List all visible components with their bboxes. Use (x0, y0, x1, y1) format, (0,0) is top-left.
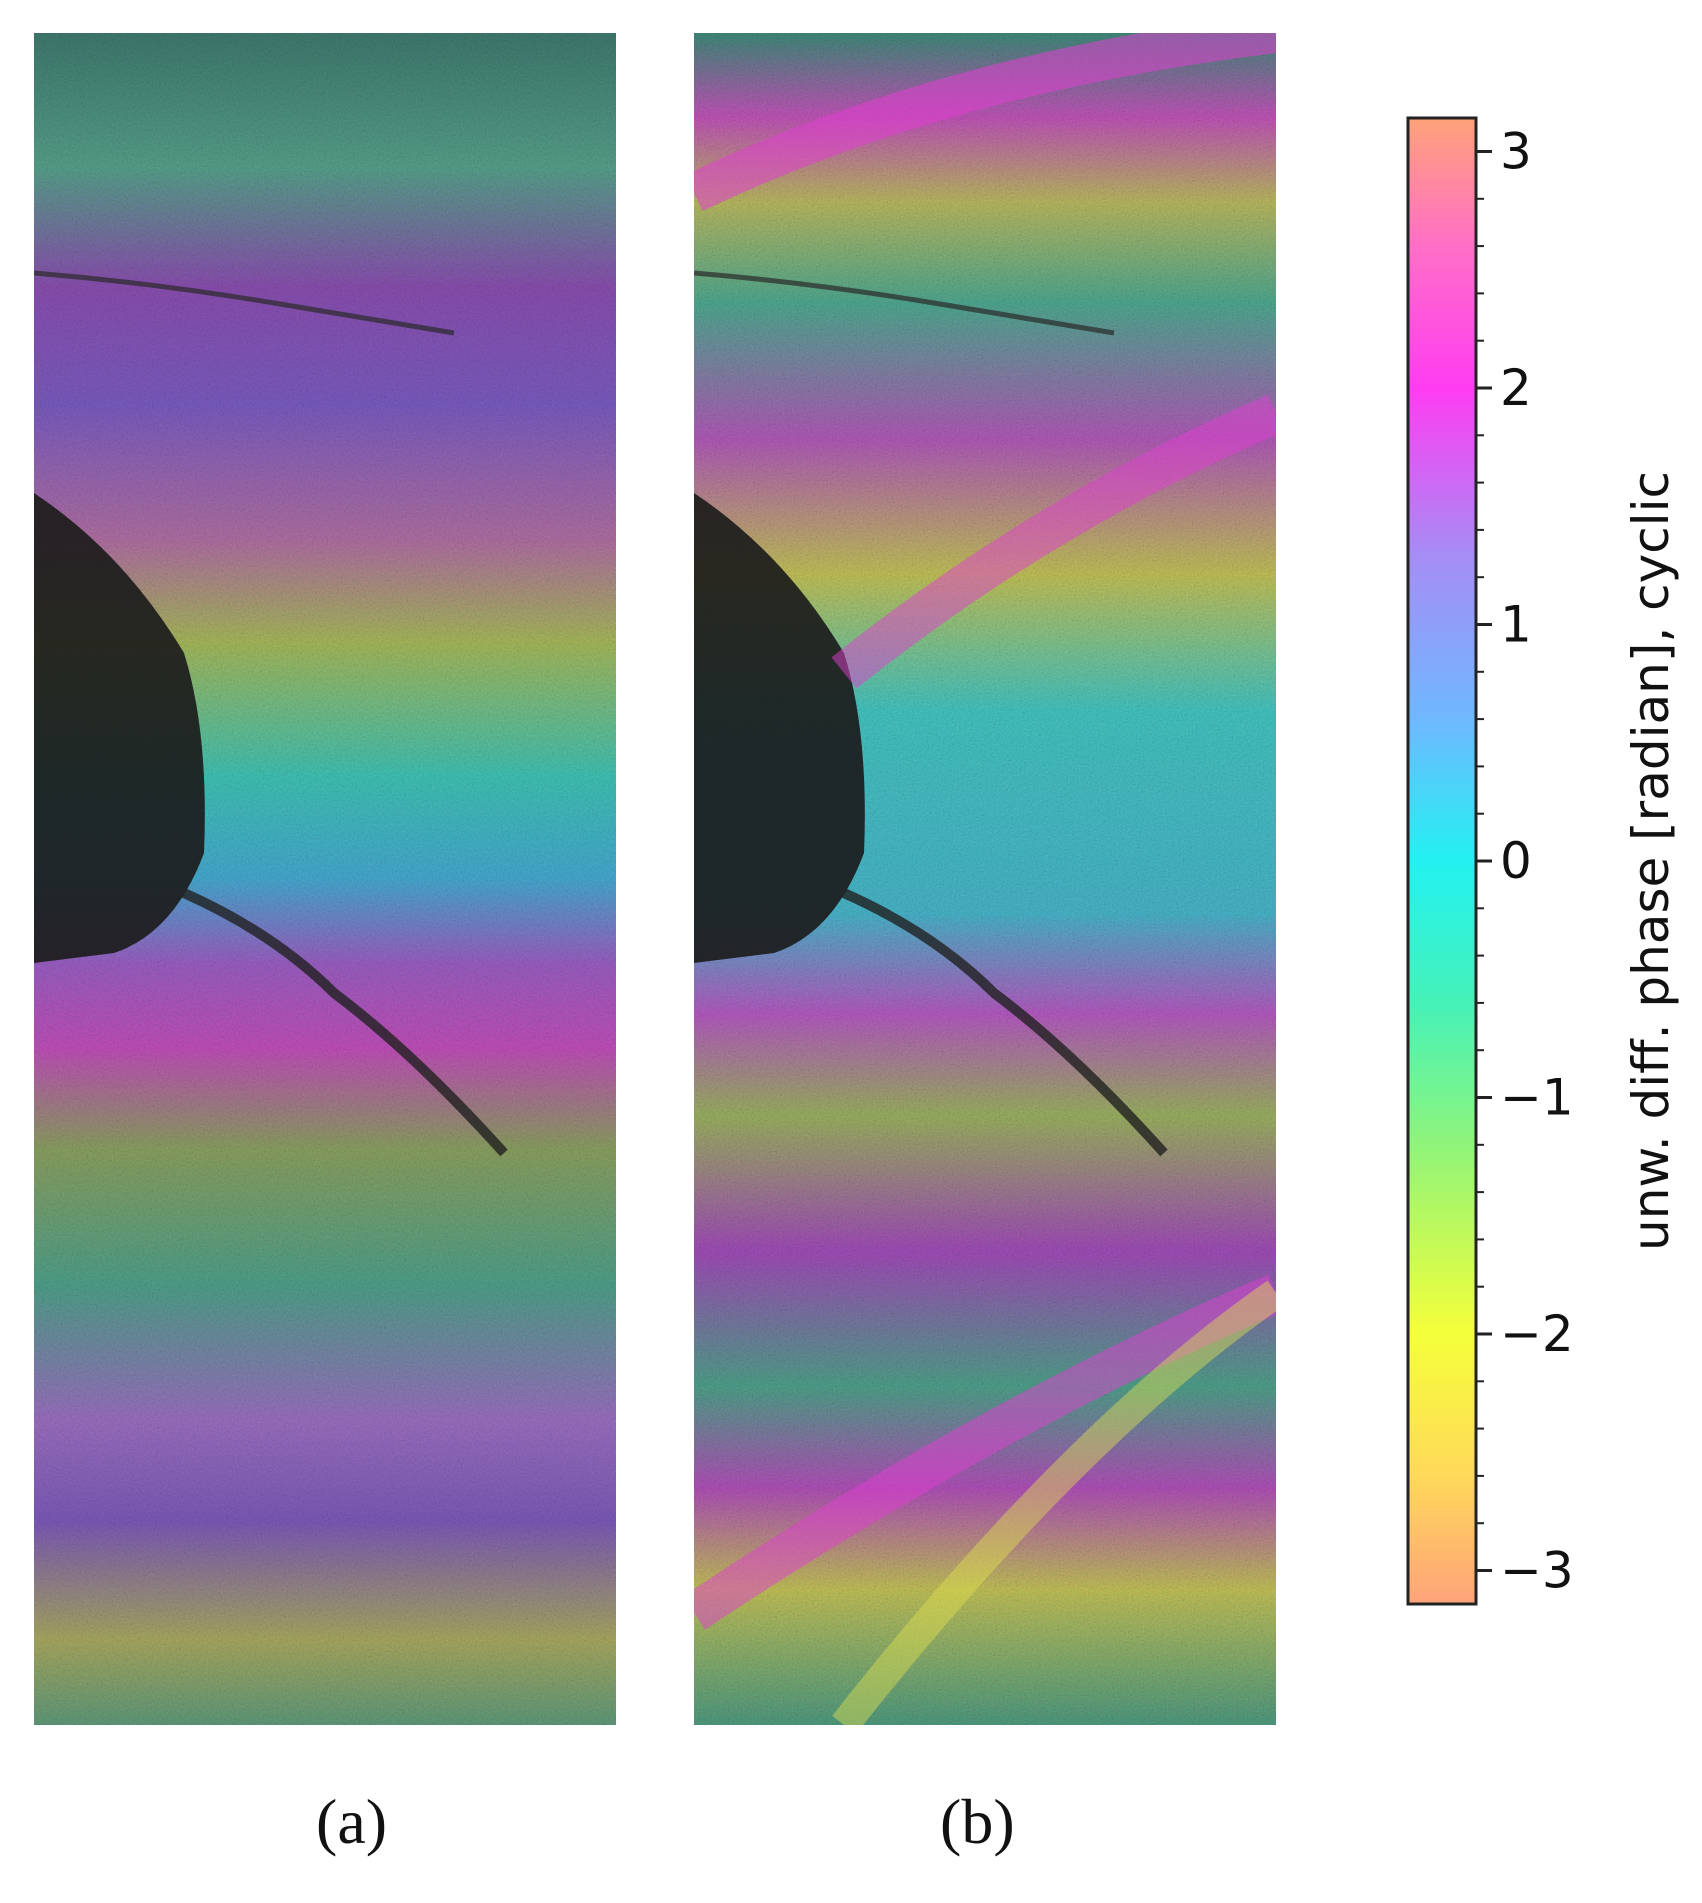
colorbar-tick-label: 1 (1500, 595, 1532, 653)
colorbar-tick-label: −1 (1500, 1069, 1574, 1127)
phase-colorbar: 3 2 1 0 −1 −2 −3 unw. diff. phase [radian], cy… (1406, 116, 1680, 1606)
colorbar-label: unw. diff. phase [radian], cyclic (1622, 471, 1680, 1251)
interferogram-panel-b (694, 33, 1276, 1725)
colorbar-tick-label: −3 (1500, 1542, 1574, 1600)
colorbar-tick-label: −2 (1500, 1305, 1574, 1363)
colorbar-tick-label: 3 (1500, 122, 1532, 180)
colorbar-tick-label: 2 (1500, 359, 1532, 417)
panel-label-a: (a) (316, 1786, 388, 1857)
colorbar-ticks: 3 2 1 0 −1 −2 −3 (1476, 122, 1574, 1600)
interferogram-panel-a (34, 33, 616, 1725)
panel-label-b: (b) (940, 1786, 1015, 1857)
colorbar-gradient (1406, 116, 1478, 1606)
colorbar-tick-label: 0 (1500, 832, 1532, 890)
